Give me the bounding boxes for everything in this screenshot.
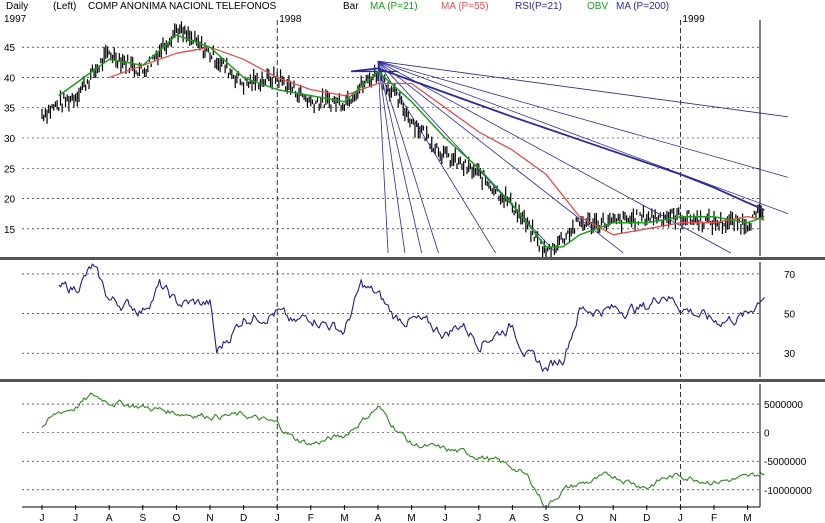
obv-tick-label: -5000000 bbox=[764, 457, 807, 468]
rsi-panel: 30 50 70 bbox=[22, 262, 796, 377]
chart-title: COMP ANONIMA NACIONL TELEFONOS bbox=[88, 1, 277, 12]
fan-line bbox=[377, 60, 789, 178]
month-label: J bbox=[40, 513, 45, 523]
obv-panel: 5000000 0 -5000000 -10000000 bbox=[22, 384, 812, 508]
price-tick-label: 40 bbox=[4, 73, 16, 84]
month-label: F bbox=[711, 513, 717, 523]
month-label: S bbox=[139, 513, 146, 523]
fan-line bbox=[377, 60, 788, 118]
ma21-line bbox=[58, 34, 765, 248]
year-label: 1999 bbox=[682, 14, 705, 25]
rsi-tick-label: 70 bbox=[784, 270, 796, 281]
chart-type-label: Bar bbox=[343, 1, 359, 12]
month-label: J bbox=[678, 513, 683, 523]
ma200-line bbox=[351, 67, 765, 211]
price-panel: 15 20 25 30 35 40 45 bbox=[4, 20, 789, 261]
chart-header: Daily (Left) COMP ANONIMA NACIONL TELEFO… bbox=[6, 1, 669, 12]
legend-ma200: MA (P=200) bbox=[616, 1, 669, 12]
month-label: A bbox=[106, 513, 113, 523]
month-label: N bbox=[206, 513, 213, 523]
obv-tick-label: -10000000 bbox=[764, 486, 812, 497]
fan-line bbox=[377, 60, 496, 254]
scale-label: (Left) bbox=[53, 1, 76, 12]
price-tick-label: 30 bbox=[4, 134, 16, 145]
price-tick-label: 35 bbox=[4, 104, 16, 115]
rsi-line bbox=[58, 263, 765, 372]
year-labels: 1997 1998 1999 bbox=[4, 14, 705, 25]
price-tick-label: 45 bbox=[4, 43, 16, 54]
month-label: N bbox=[610, 513, 617, 523]
legend-rsi: RSI(P=21) bbox=[515, 1, 562, 12]
price-tick-label: 25 bbox=[4, 164, 16, 175]
month-label: O bbox=[576, 513, 584, 523]
price-tick-label: 15 bbox=[4, 225, 16, 236]
fan-line bbox=[377, 61, 439, 254]
price-tick-label: 20 bbox=[4, 195, 16, 206]
legend-ma21: MA (P=21) bbox=[370, 1, 418, 12]
legend-obv: OBV bbox=[587, 1, 608, 12]
month-label: D bbox=[643, 513, 650, 523]
month-label: J bbox=[476, 513, 481, 523]
month-label: A bbox=[509, 513, 516, 523]
fan-line bbox=[377, 60, 731, 254]
month-label: J bbox=[443, 513, 448, 523]
panel-separator bbox=[0, 257, 825, 260]
obv-line bbox=[41, 392, 765, 508]
month-label: M bbox=[340, 513, 348, 523]
period-label: Daily bbox=[6, 1, 28, 12]
rsi-tick-label: 30 bbox=[784, 349, 796, 360]
fan-line bbox=[377, 60, 789, 215]
month-label: J bbox=[275, 513, 280, 523]
ma55-line bbox=[108, 46, 765, 236]
month-label: M bbox=[743, 513, 751, 523]
panel-separator bbox=[0, 379, 825, 382]
month-label: A bbox=[375, 513, 382, 523]
fan-line bbox=[377, 61, 389, 253]
fan-line bbox=[377, 61, 423, 254]
month-label: D bbox=[240, 513, 247, 523]
year-label: 1997 bbox=[4, 14, 27, 25]
year-label: 1998 bbox=[279, 14, 302, 25]
fan-line bbox=[377, 61, 406, 254]
price-bars bbox=[41, 21, 764, 261]
obv-tick-label: 5000000 bbox=[764, 400, 803, 411]
month-label: J bbox=[73, 513, 78, 523]
month-label: F bbox=[308, 513, 314, 523]
rsi-tick-label: 50 bbox=[784, 310, 796, 321]
month-label: M bbox=[407, 513, 415, 523]
fan-line bbox=[377, 60, 624, 254]
month-label: S bbox=[543, 513, 550, 523]
month-label: O bbox=[173, 513, 181, 523]
obv-tick-label: 0 bbox=[764, 429, 770, 440]
legend-ma55: MA (P=55) bbox=[441, 1, 489, 12]
